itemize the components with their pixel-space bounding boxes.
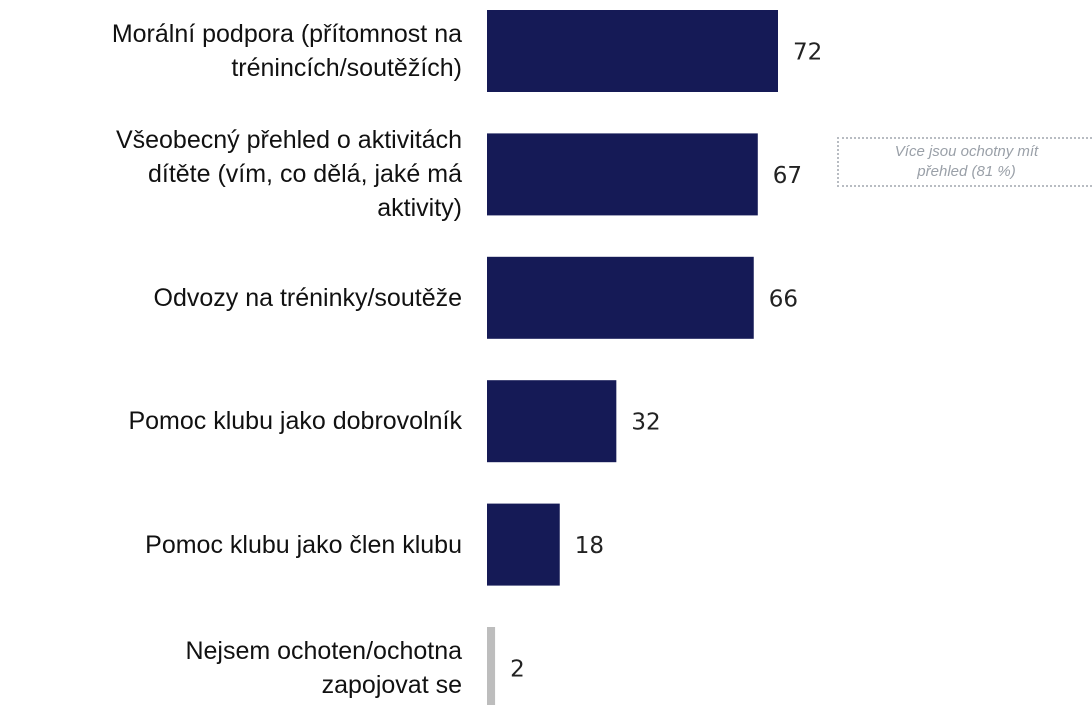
value-label: 66 — [769, 286, 798, 312]
bar — [487, 503, 560, 586]
value-label: 2 — [510, 657, 525, 683]
value-label: 72 — [793, 40, 822, 66]
value-label: 67 — [773, 163, 802, 189]
bar — [487, 256, 754, 339]
bar — [487, 380, 617, 463]
category-label: Morální podpora (přítomnost na trénincíc… — [111, 20, 462, 82]
category-label: Pomoc klubu jako dobrovolník — [128, 407, 462, 436]
category-label: Pomoc klubu jako člen klubu — [145, 530, 462, 559]
category-label: Odvozy na tréninky/soutěže — [153, 283, 463, 312]
category-label: Nejsem ochoten/ochotna zapojovat se — [185, 637, 462, 699]
bar — [487, 133, 758, 216]
value-label: 32 — [631, 410, 660, 436]
annotation: Více jsou ochotny mít přehled (81 %) — [894, 143, 1039, 180]
annotation-box: Více jsou ochotny mít přehled (81 %) — [837, 137, 1092, 187]
bar — [487, 627, 496, 705]
value-label: 18 — [575, 533, 604, 559]
category-label: Všeobecný přehled o aktivitách dítěte (v… — [115, 126, 462, 223]
bar — [487, 10, 778, 92]
